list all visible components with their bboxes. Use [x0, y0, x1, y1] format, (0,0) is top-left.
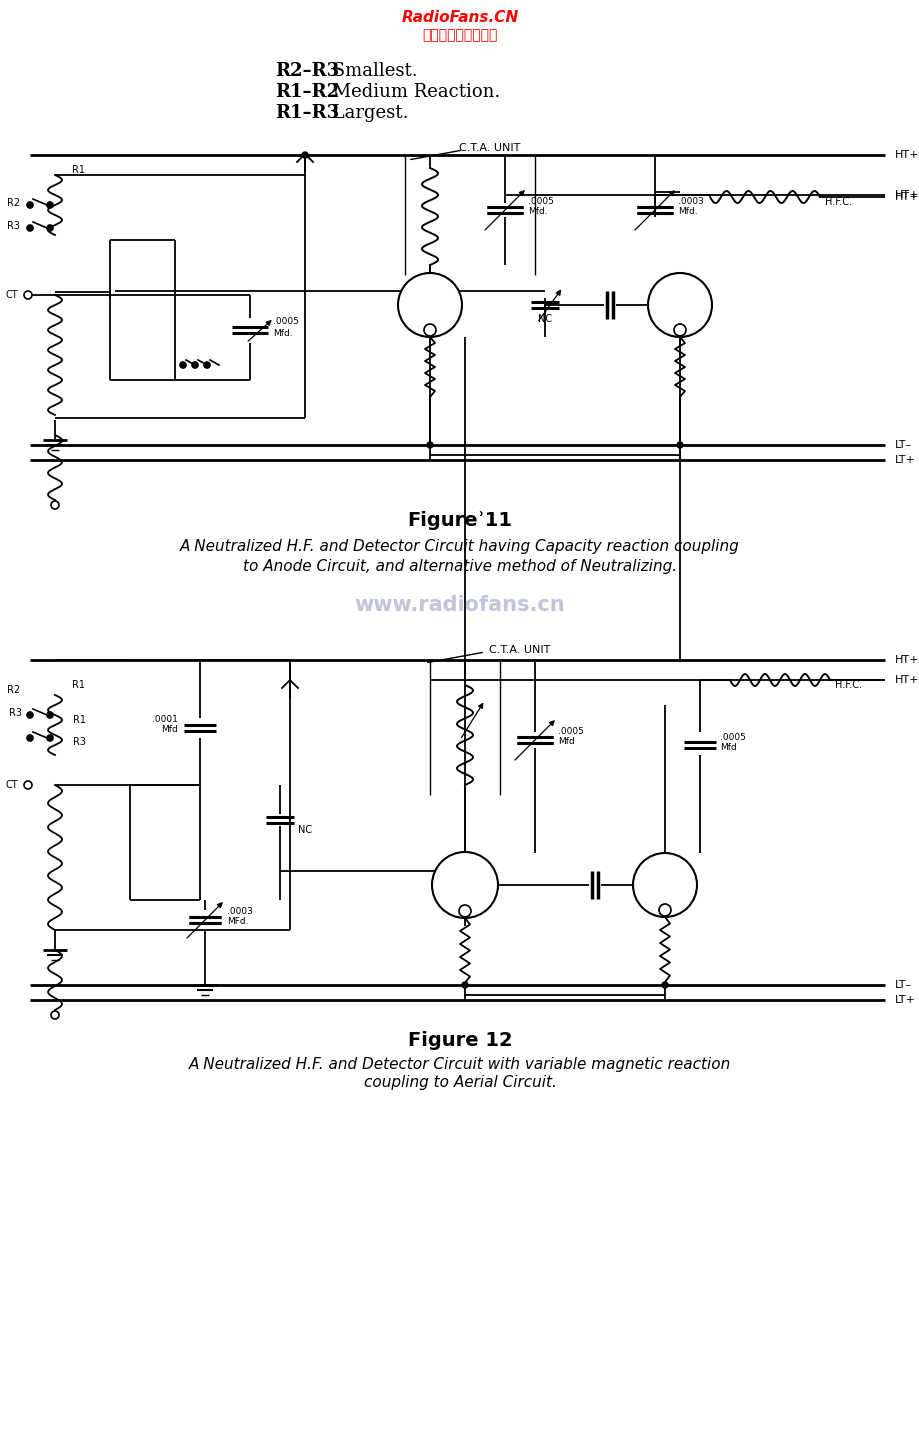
Text: Mfd: Mfd — [558, 738, 574, 747]
Text: H.F.C.: H.F.C. — [824, 197, 851, 207]
Circle shape — [51, 1011, 59, 1020]
Text: CT: CT — [6, 290, 18, 300]
Text: .0001: .0001 — [152, 715, 177, 725]
Circle shape — [47, 225, 53, 231]
Text: .0003: .0003 — [677, 198, 703, 207]
Circle shape — [24, 292, 32, 299]
Circle shape — [662, 982, 667, 988]
Text: LT–: LT– — [894, 439, 911, 449]
Circle shape — [432, 852, 497, 918]
Text: www.radiofans.cn: www.radiofans.cn — [355, 595, 564, 615]
Text: HT+: HT+ — [894, 675, 918, 685]
Text: Mfd: Mfd — [720, 742, 736, 751]
Text: Mfd.: Mfd. — [273, 329, 292, 337]
Circle shape — [301, 152, 308, 158]
Text: .0005: .0005 — [558, 728, 584, 737]
Text: R1: R1 — [72, 681, 85, 691]
Text: H.F.C.: H.F.C. — [834, 681, 861, 691]
Text: Largest.: Largest. — [326, 103, 408, 122]
Text: NC: NC — [298, 826, 312, 834]
Text: R3: R3 — [73, 737, 85, 747]
Text: NC: NC — [538, 314, 551, 325]
Text: HT+: HT+ — [894, 190, 918, 200]
Text: RadioFans.CN: RadioFans.CN — [401, 10, 518, 24]
Circle shape — [632, 853, 697, 918]
Circle shape — [204, 362, 210, 368]
Text: 收音机爱好者资料库: 收音机爱好者资料库 — [422, 27, 497, 42]
Circle shape — [192, 362, 198, 368]
Text: LT–: LT– — [894, 979, 911, 989]
Text: LT+: LT+ — [894, 455, 915, 465]
Text: R3: R3 — [9, 708, 22, 718]
Text: Mfd.: Mfd. — [677, 207, 697, 217]
Circle shape — [47, 712, 53, 718]
Circle shape — [47, 202, 53, 208]
Text: HT+: HT+ — [894, 149, 918, 159]
Text: LT+: LT+ — [894, 995, 915, 1005]
Text: A Neutralized H.F. and Detector Circuit with variable magnetic reaction: A Neutralized H.F. and Detector Circuit … — [188, 1057, 731, 1073]
Circle shape — [27, 712, 33, 718]
Text: HT+: HT+ — [894, 192, 918, 202]
Text: MFd.: MFd. — [227, 918, 248, 926]
Text: C.T.A. UNIT: C.T.A. UNIT — [459, 144, 520, 154]
Circle shape — [27, 735, 33, 741]
Circle shape — [24, 781, 32, 788]
Text: to Anode Circuit, and alternative method of Neutralizing.: to Anode Circuit, and alternative method… — [243, 559, 676, 573]
Text: CT: CT — [6, 780, 18, 790]
Text: HT+: HT+ — [894, 655, 918, 665]
Text: R3: R3 — [7, 221, 20, 231]
Circle shape — [51, 501, 59, 508]
Circle shape — [426, 442, 433, 448]
Text: R1–R3: R1–R3 — [275, 103, 339, 122]
Text: Mfd: Mfd — [161, 725, 177, 734]
Text: R1: R1 — [73, 715, 85, 725]
Text: .0005: .0005 — [720, 732, 745, 741]
Circle shape — [27, 225, 33, 231]
Circle shape — [398, 273, 461, 337]
Circle shape — [180, 362, 186, 368]
Text: Mfd.: Mfd. — [528, 207, 547, 217]
Text: Figureʾ11: Figureʾ11 — [407, 511, 512, 530]
Circle shape — [461, 982, 468, 988]
Text: C.T.A. UNIT: C.T.A. UNIT — [489, 645, 550, 655]
Circle shape — [647, 273, 711, 337]
Circle shape — [27, 202, 33, 208]
Text: .0005: .0005 — [528, 198, 553, 207]
Text: R2: R2 — [6, 198, 20, 208]
Text: coupling to Aerial Circuit.: coupling to Aerial Circuit. — [363, 1076, 556, 1090]
Text: R1–R2: R1–R2 — [275, 83, 339, 101]
Circle shape — [676, 442, 682, 448]
Text: Medium Reaction.: Medium Reaction. — [326, 83, 500, 101]
Text: R2: R2 — [6, 685, 20, 695]
Text: R1: R1 — [72, 165, 85, 175]
Text: R2–R3: R2–R3 — [275, 62, 339, 80]
Text: A Neutralized H.F. and Detector Circuit having Capacity reaction coupling: A Neutralized H.F. and Detector Circuit … — [180, 540, 739, 554]
Text: .0003: .0003 — [227, 908, 253, 916]
Text: Smallest.: Smallest. — [326, 62, 417, 80]
Text: .0005: .0005 — [273, 317, 299, 326]
Text: Figure 12: Figure 12 — [407, 1031, 512, 1050]
Circle shape — [47, 735, 53, 741]
